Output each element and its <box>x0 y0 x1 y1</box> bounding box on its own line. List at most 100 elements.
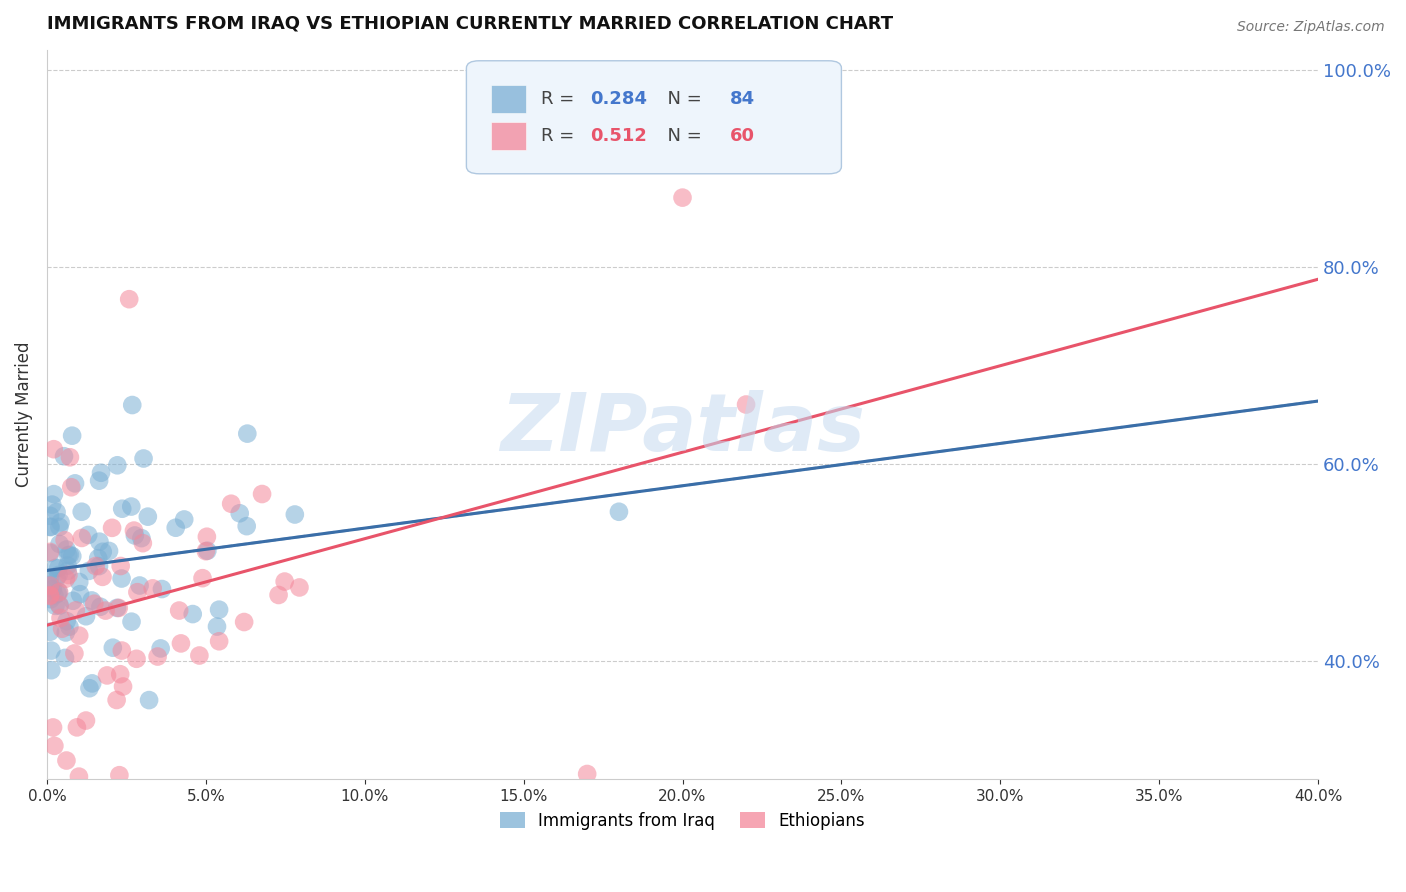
Point <box>48 598 70 612</box>
Text: IMMIGRANTS FROM IRAQ VS ETHIOPIAN CURRENTLY MARRIED CORRELATION CHART: IMMIGRANTS FROM IRAQ VS ETHIOPIAN CURREN… <box>46 15 893 33</box>
Point <box>48 584 70 599</box>
Point <box>110 559 132 574</box>
Text: 60: 60 <box>730 127 755 145</box>
Point <box>125 652 148 666</box>
Point <box>87 474 110 488</box>
Point <box>77 528 100 542</box>
Point <box>131 531 153 545</box>
Point <box>48 599 70 613</box>
Point <box>39 570 62 584</box>
Point <box>118 292 141 306</box>
FancyBboxPatch shape <box>467 61 841 174</box>
Point <box>39 589 62 603</box>
Point <box>132 451 155 466</box>
Point <box>173 512 195 526</box>
Point <box>53 449 76 463</box>
Point <box>45 561 67 575</box>
Point <box>111 643 134 657</box>
Point <box>79 681 101 696</box>
Point <box>167 603 190 617</box>
Point <box>55 625 77 640</box>
Point <box>39 579 62 593</box>
Point <box>576 767 599 781</box>
Point <box>101 521 124 535</box>
Point <box>208 602 231 616</box>
Point <box>48 585 70 599</box>
Point <box>65 603 87 617</box>
Text: 0.512: 0.512 <box>589 127 647 145</box>
Point <box>63 476 86 491</box>
Point <box>45 571 67 585</box>
Point <box>90 466 112 480</box>
Point <box>80 593 103 607</box>
Point <box>607 505 630 519</box>
Point <box>56 558 79 573</box>
Point <box>91 545 114 559</box>
Point <box>96 668 118 682</box>
Point <box>82 676 104 690</box>
Point <box>128 578 150 592</box>
Point <box>87 551 110 566</box>
Point <box>60 549 83 564</box>
Point <box>108 768 131 782</box>
Point <box>146 649 169 664</box>
Point <box>67 770 90 784</box>
Point <box>83 597 105 611</box>
Point <box>42 442 65 457</box>
Point <box>121 615 143 629</box>
Point <box>48 520 70 534</box>
Text: N =: N = <box>655 127 707 145</box>
Point <box>236 426 259 441</box>
Point <box>39 624 62 639</box>
Point <box>228 506 250 520</box>
Point <box>94 604 117 618</box>
Point <box>60 428 83 442</box>
Point <box>98 544 121 558</box>
Point <box>39 592 62 607</box>
Point <box>39 588 62 602</box>
Point <box>48 537 70 551</box>
Point <box>165 521 187 535</box>
Point <box>273 574 295 589</box>
Point <box>107 601 129 615</box>
Point <box>48 561 70 575</box>
Point <box>55 542 77 557</box>
Point <box>132 536 155 550</box>
Point <box>138 693 160 707</box>
Point <box>191 571 214 585</box>
Text: 84: 84 <box>730 90 755 108</box>
Point <box>110 667 132 681</box>
Text: Source: ZipAtlas.com: Source: ZipAtlas.com <box>1237 20 1385 34</box>
Point <box>208 634 231 648</box>
Point <box>142 582 165 596</box>
Point <box>60 480 83 494</box>
Point <box>58 620 80 634</box>
Point <box>188 648 211 663</box>
Point <box>284 508 307 522</box>
Point <box>288 581 311 595</box>
Point <box>53 651 76 665</box>
Point <box>170 636 193 650</box>
Point <box>121 398 143 412</box>
Point <box>39 519 62 533</box>
Point <box>149 641 172 656</box>
Point <box>67 629 90 643</box>
Y-axis label: Currently Married: Currently Married <box>15 342 32 487</box>
Point <box>87 559 110 574</box>
Point <box>105 693 128 707</box>
Point <box>267 588 290 602</box>
Point <box>67 574 90 589</box>
Point <box>89 534 111 549</box>
Point <box>70 505 93 519</box>
Point <box>44 739 66 753</box>
Point <box>181 607 204 621</box>
Point <box>127 585 149 599</box>
Point <box>219 497 242 511</box>
Point <box>105 600 128 615</box>
Point <box>235 519 257 533</box>
Point <box>42 582 65 596</box>
Point <box>39 546 62 560</box>
Point <box>59 450 82 465</box>
Point <box>195 543 218 558</box>
Point <box>70 531 93 545</box>
